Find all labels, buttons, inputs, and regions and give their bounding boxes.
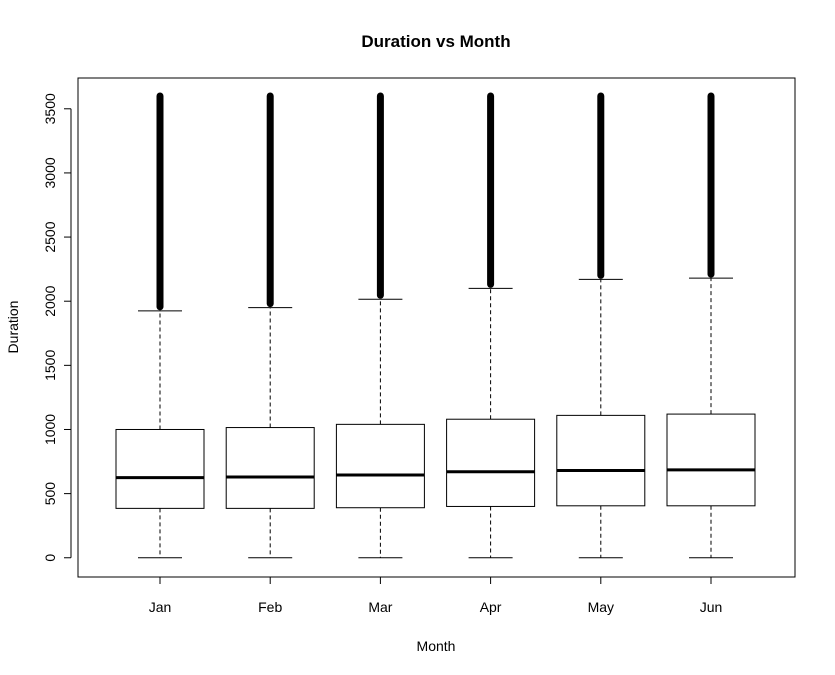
box-jun (666, 92, 756, 559)
y-tick-label: 3500 (42, 93, 58, 124)
y-tick-label: 500 (42, 482, 58, 506)
y-axis: 0 500 1000 1500 2000 2500 3000 3500 (42, 93, 72, 562)
box-iqr (446, 418, 536, 507)
boxes-group (115, 92, 756, 559)
box-iqr (115, 428, 205, 509)
y-axis-label: Duration (5, 301, 21, 354)
box-mar (335, 92, 425, 559)
box-iqr (666, 413, 756, 507)
box-iqr (335, 423, 425, 509)
y-tick-label: 2000 (42, 285, 58, 316)
x-axis: Jan Feb Mar Apr May Jun (149, 576, 723, 615)
y-tick-label: 1500 (42, 350, 58, 381)
box-apr (446, 92, 536, 559)
box-iqr (225, 427, 315, 509)
x-tick-label: Apr (480, 599, 502, 615)
box-may (556, 92, 646, 559)
x-tick-label: Jan (149, 599, 172, 615)
box-feb (225, 92, 315, 559)
x-tick-label: May (588, 599, 614, 615)
x-tick-label: Mar (368, 599, 392, 615)
box-jan (115, 92, 205, 559)
y-tick-label: 3000 (42, 157, 58, 188)
y-tick-label: 0 (42, 554, 58, 562)
y-tick-label: 2500 (42, 221, 58, 252)
x-tick-label: Jun (700, 599, 723, 615)
x-tick-label: Feb (258, 599, 282, 615)
box-iqr (556, 414, 646, 507)
y-tick-label: 1000 (42, 414, 58, 445)
chart-title: Duration vs Month (361, 32, 510, 51)
x-axis-label: Month (417, 638, 456, 654)
